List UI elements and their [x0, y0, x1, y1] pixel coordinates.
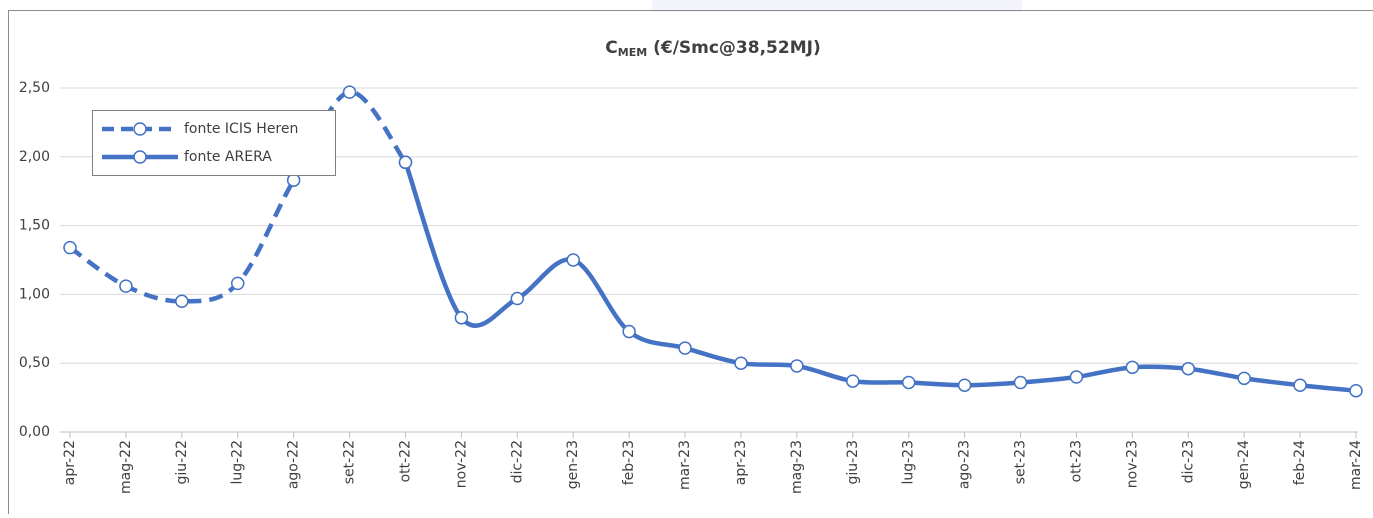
x-tick-label: dic-22 [509, 440, 525, 483]
y-tick-label: 1,50 [19, 218, 50, 234]
legend-marker [134, 151, 146, 163]
x-tick-label: ago-23 [957, 440, 973, 489]
y-tick-label: 0,00 [19, 424, 50, 440]
y-tick-label: 2,50 [19, 80, 50, 96]
point [791, 360, 803, 372]
point [176, 295, 188, 307]
chart-title: CMEM (€/Smc@38,52MJ) [605, 38, 820, 59]
point [1350, 385, 1362, 397]
point [1015, 376, 1027, 388]
point [567, 254, 579, 266]
point [1294, 379, 1306, 391]
y-tick-label: 2,00 [19, 149, 50, 165]
point [120, 280, 132, 292]
x-tick-label: apr-23 [733, 440, 749, 485]
legend-label: fonte ICIS Heren [184, 121, 298, 137]
x-tick-label: ott-23 [1068, 440, 1084, 482]
series-line [405, 162, 1356, 390]
x-tick-label: nov-22 [453, 440, 469, 488]
x-tick-label: dic-23 [1180, 440, 1196, 483]
x-tick-label: mar-24 [1348, 440, 1364, 490]
x-tick-label: ott-22 [397, 440, 413, 482]
point [903, 376, 915, 388]
point [232, 277, 244, 289]
chart-frame [9, 11, 1373, 515]
x-tick-label: nov-23 [1124, 440, 1140, 488]
x-tick-label: mar-23 [677, 440, 693, 490]
x-tick-label: mag-23 [789, 440, 805, 494]
point [344, 86, 356, 98]
x-tick-label: feb-24 [1292, 440, 1308, 485]
point [511, 293, 523, 305]
x-tick-label: ago-22 [286, 440, 302, 489]
point [1070, 371, 1082, 383]
x-tick-label: giu-23 [845, 440, 861, 485]
title-subscript: MEM [618, 46, 647, 59]
point [1238, 372, 1250, 384]
x-tick-label: lug-23 [901, 440, 917, 485]
x-tick-label: giu-22 [174, 440, 190, 485]
x-tick-label: apr-22 [62, 440, 78, 485]
legend-marker [134, 123, 146, 135]
title-rest: (€/Smc@38,52MJ) [653, 38, 821, 58]
x-tick-label: gen-24 [1236, 440, 1252, 489]
point [1126, 361, 1138, 373]
y-tick-label: 0,50 [19, 355, 50, 371]
point [623, 326, 635, 338]
x-tick-label: set-23 [1013, 440, 1029, 484]
title-main: C [605, 38, 617, 58]
point [1182, 363, 1194, 375]
point [399, 156, 411, 168]
x-tick-label: set-22 [342, 440, 358, 484]
y-tick-label: 1,00 [19, 286, 50, 302]
point [959, 379, 971, 391]
x-tick-label: mag-22 [118, 440, 134, 494]
point [679, 342, 691, 354]
x-tick-label: gen-23 [565, 440, 581, 489]
x-tick-label: lug-22 [230, 440, 246, 485]
legend-label: fonte ARERA [184, 149, 272, 165]
point [64, 242, 76, 254]
x-tick-label: feb-23 [621, 440, 637, 485]
point [735, 357, 747, 369]
point [847, 375, 859, 387]
point [455, 312, 467, 324]
